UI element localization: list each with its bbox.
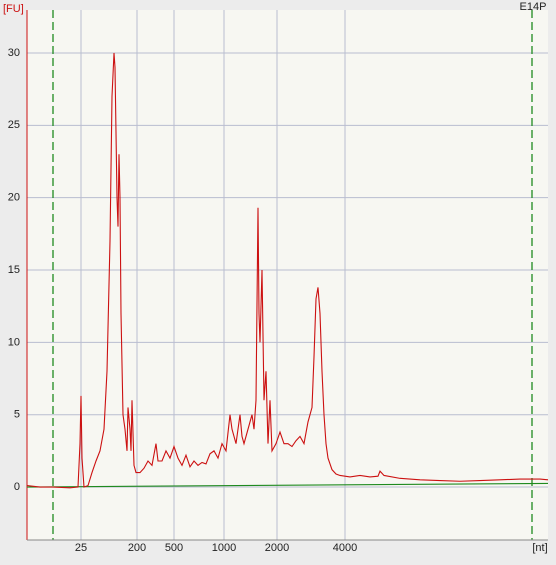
y-tick-label: 5 xyxy=(14,409,20,421)
trace xyxy=(26,482,549,488)
x-tick-label: 25 xyxy=(75,542,87,554)
x-tick-label: 200 xyxy=(128,542,146,554)
y-tick-label: 20 xyxy=(8,192,20,204)
y-tick-label: 30 xyxy=(8,47,20,59)
x-tick-label: 2000 xyxy=(265,542,289,554)
y-tick-label: 10 xyxy=(8,336,20,348)
x-axis-label: [nt] xyxy=(532,542,547,554)
y-tick-label: 25 xyxy=(8,119,20,131)
trace xyxy=(26,52,549,489)
plot-area xyxy=(27,10,548,540)
y-axis-label: [FU] xyxy=(3,3,24,15)
chart-title: E14P xyxy=(520,1,547,13)
x-tick-label: 500 xyxy=(165,542,183,554)
x-tick-label: 4000 xyxy=(333,542,357,554)
y-tick-label: 15 xyxy=(8,264,20,276)
y-tick-label: 0 xyxy=(14,481,20,493)
x-tick-label: 1000 xyxy=(212,542,236,554)
